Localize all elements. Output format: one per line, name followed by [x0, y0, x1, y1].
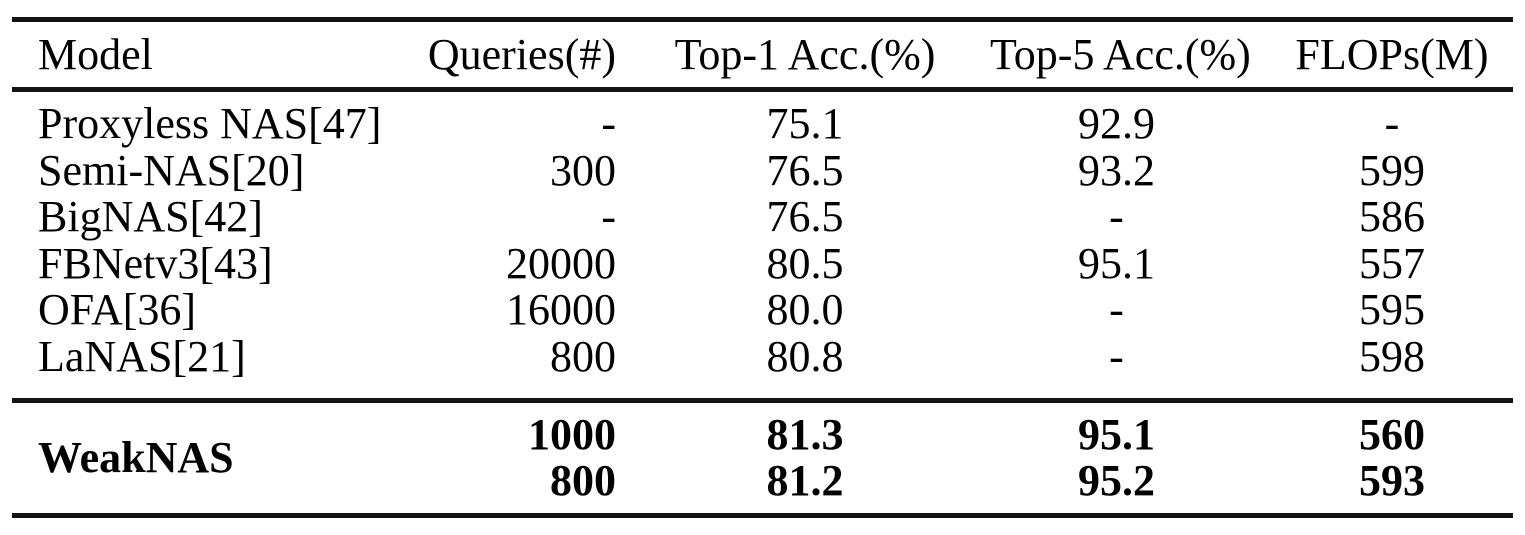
- queries-cell: 20000: [506, 238, 616, 288]
- queries-cell: 16000: [506, 285, 616, 334]
- flops-cell: 599: [1359, 145, 1425, 195]
- table-mid-rule: [12, 398, 1513, 403]
- top5-acc-cell: 95.2: [1078, 456, 1155, 505]
- column-header-top5: Top-5 Acc.(%): [990, 30, 1251, 79]
- model-name-cell: WeakNAS: [38, 432, 234, 482]
- flops-cell: 560: [1359, 409, 1425, 459]
- table-row: FBNetv3[43] 20000 80.5 95.1 557: [12, 238, 1513, 288]
- top5-acc-cell: 92.9: [1078, 99, 1155, 148]
- column-header-queries: Queries(#): [427, 30, 616, 79]
- flops-cell: 598: [1359, 331, 1425, 381]
- table-row: Proxyless NAS[47] - 75.1 92.9 -: [12, 99, 1513, 148]
- model-name-cell: Semi-NAS[20]: [38, 145, 305, 195]
- top5-acc-cell: 95.1: [1078, 409, 1155, 459]
- flops-cell: 595: [1359, 285, 1425, 334]
- table-row: Semi-NAS[20] 300 76.5 93.2 599: [12, 145, 1513, 195]
- top5-acc-cell: -: [1109, 285, 1124, 334]
- flops-cell: 586: [1359, 192, 1425, 241]
- column-header-top1: Top-1 Acc.(%): [674, 30, 936, 79]
- table: Model Queries(#) Top-1 Acc.(%) Top-5 Acc…: [12, 17, 1513, 518]
- queries-cell: 300: [550, 145, 616, 195]
- flops-cell: 557: [1359, 238, 1425, 288]
- table-header-row: Model Queries(#) Top-1 Acc.(%) Top-5 Acc…: [12, 22, 1513, 87]
- table-top-rule: [12, 17, 1513, 22]
- model-name-cell: OFA[36]: [38, 285, 197, 334]
- table-body: Proxyless NAS[47] - 75.1 92.9 - Semi-NAS…: [12, 92, 1513, 398]
- table-header-rule: [12, 87, 1513, 92]
- top5-acc-cell: 95.1: [1078, 238, 1155, 288]
- column-header-flops: FLOPs(M): [1295, 30, 1489, 79]
- table-row: OFA[36] 16000 80.0 - 595: [12, 285, 1513, 334]
- table-bottom-rule: [12, 513, 1513, 518]
- weaknas-highlight-rows: WeakNAS 1000 81.3 95.1 560 800 81.2 95.2…: [12, 403, 1513, 513]
- flops-cell: -: [1384, 99, 1400, 148]
- top1-acc-cell: 80.8: [766, 331, 844, 381]
- top1-acc-cell: 81.2: [766, 456, 844, 505]
- column-header-model: Model: [38, 30, 153, 79]
- top5-acc-cell: 93.2: [1078, 145, 1155, 195]
- top5-acc-cell: -: [1109, 192, 1124, 241]
- top1-acc-cell: 76.5: [766, 145, 844, 195]
- table-row: LaNAS[21] 800 80.8 - 598: [12, 331, 1513, 381]
- model-name-cell: Proxyless NAS[47]: [38, 99, 382, 148]
- queries-cell: 800: [550, 456, 616, 505]
- top1-acc-cell: 80.5: [766, 238, 844, 288]
- queries-cell: 1000: [528, 409, 616, 459]
- top5-acc-cell: -: [1109, 331, 1124, 381]
- model-name-cell: BigNAS[42]: [38, 192, 263, 241]
- table-row: BigNAS[42] - 76.5 - 586: [12, 192, 1513, 241]
- queries-cell: -: [601, 99, 616, 148]
- top1-acc-cell: 81.3: [766, 409, 844, 459]
- queries-cell: -: [601, 192, 616, 241]
- top1-acc-cell: 80.0: [766, 285, 844, 334]
- top1-acc-cell: 75.1: [766, 99, 844, 148]
- top1-acc-cell: 76.5: [766, 192, 844, 241]
- flops-cell: 593: [1359, 456, 1425, 505]
- queries-cell: 800: [550, 331, 616, 381]
- model-name-cell: LaNAS[21]: [38, 331, 246, 381]
- model-name-cell: FBNetv3[43]: [38, 238, 273, 288]
